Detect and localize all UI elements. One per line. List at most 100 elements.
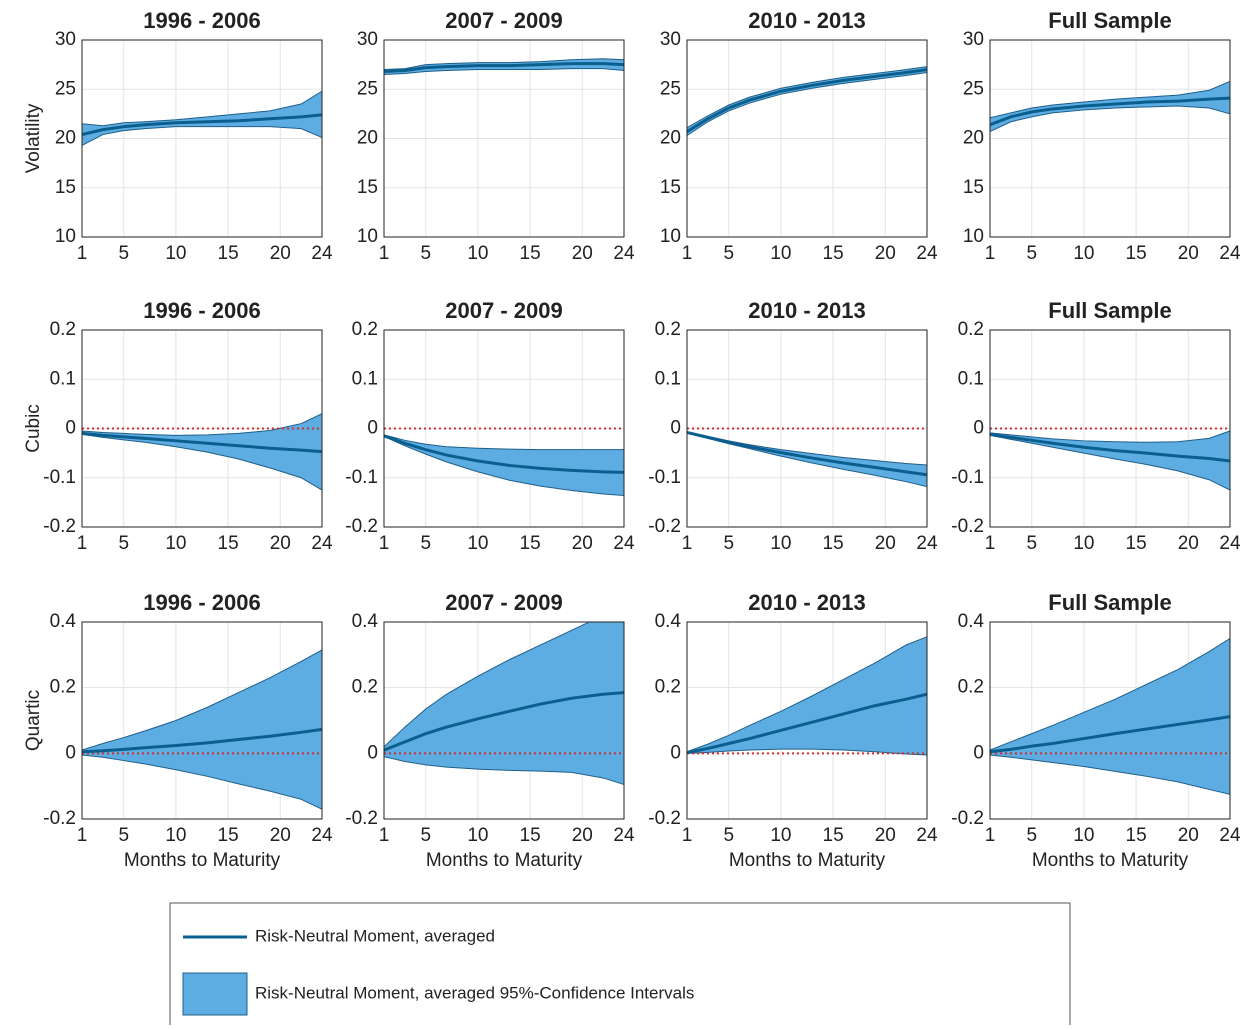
x-tick-label: 20 [572,825,593,846]
y-tick-label: 0 [670,742,681,763]
y-tick-label: 15 [55,177,76,198]
x-tick-label: 5 [118,825,129,846]
y-tick-label: 0 [65,742,76,763]
subplot-title: 2007 - 2009 [445,298,562,323]
x-tick-label: 5 [1026,533,1037,554]
y-tick-label: 10 [357,226,378,247]
y-tick-label: 0.1 [655,368,681,389]
y-tick-label: 20 [660,128,681,149]
y-tick-label: 30 [660,29,681,50]
axes-box [81,329,323,528]
y-tick-label: 0 [367,418,378,439]
x-tick-label: 15 [218,243,239,264]
x-tick-label: 24 [1219,825,1241,846]
x-tick-label: 24 [613,533,635,554]
x-tick-label: 10 [1073,533,1094,554]
x-tick-label: 5 [1026,825,1037,846]
x-tick-label: 15 [520,533,541,554]
y-tick-label: 0.2 [50,319,76,340]
plot-content [990,80,1230,133]
y-tick-label: 0.2 [958,319,984,340]
x-tick-label: 24 [613,243,635,264]
mean-line [990,96,1230,127]
y-tick-label: 30 [55,29,76,50]
x-tick-label: 15 [1126,825,1147,846]
x-tick-label: 24 [916,825,938,846]
x-tick-label: 1 [682,533,693,554]
y-tick-label: -0.2 [951,516,984,537]
mean-line [82,431,322,454]
y-tick-label: 0.2 [655,319,681,340]
x-tick-label: 24 [311,825,333,846]
x-axis-label: Months to Maturity [729,850,886,871]
mean-line [687,68,927,133]
x-tick-label: 1 [682,825,693,846]
plot-content [384,58,624,75]
y-tick-label: 30 [963,29,984,50]
y-tick-label: 0.1 [352,368,378,389]
subplot-title: Full Sample [1048,590,1171,615]
x-tick-label: 20 [1178,533,1199,554]
x-tick-label: 20 [270,533,291,554]
x-tick-label: 20 [875,533,896,554]
y-tick-label: 0.4 [50,611,77,632]
y-tick-label: 0.2 [655,677,681,698]
confidence-band [990,80,1230,133]
y-tick-label: -0.2 [43,516,76,537]
x-tick-label: 20 [572,243,593,264]
axes-box [989,39,1231,238]
y-tick-label: 15 [963,177,984,198]
x-tick-label: 20 [875,825,896,846]
mean-line [82,727,322,754]
plot-content [82,649,322,810]
x-tick-label: 10 [467,825,488,846]
y-tick-label: 10 [55,226,76,247]
y-axis-label: Cubic [23,404,44,453]
confidence-band [82,90,322,146]
y-tick-label: 25 [55,78,76,99]
mean-line [990,715,1230,754]
axes-box [81,39,323,238]
y-axis-label: Quartic [23,690,44,751]
x-tick-label: 20 [875,243,896,264]
x-axis-label: Months to Maturity [1032,850,1189,871]
subplot-title: Full Sample [1048,8,1171,33]
axes-box [686,621,928,820]
subplot-title: 1996 - 2006 [143,590,260,615]
x-tick-label: 20 [270,243,291,264]
x-tick-label: 1 [985,533,996,554]
mean-line [82,113,322,137]
x-axis-label: Months to Maturity [124,850,281,871]
x-tick-label: 10 [770,533,791,554]
x-tick-label: 24 [613,825,635,846]
mean-line [384,62,624,74]
confidence-band [384,622,624,786]
subplot-title: 2007 - 2009 [445,8,562,33]
x-tick-label: 5 [1026,243,1037,264]
y-tick-label: -0.2 [345,516,378,537]
x-tick-label: 5 [723,243,734,264]
y-tick-label: -0.2 [951,808,984,829]
x-tick-label: 1 [77,533,88,554]
legend-label: Risk-Neutral Moment, averaged [255,926,495,945]
x-tick-label: 20 [572,533,593,554]
x-tick-label: 15 [520,243,541,264]
x-tick-label: 10 [770,825,791,846]
mean-line [384,691,624,752]
mean-line [990,432,1230,463]
legend-box [169,902,1071,1030]
subplot-title: 1996 - 2006 [143,298,260,323]
y-tick-label: 0 [973,418,984,439]
y-tick-label: 0 [973,742,984,763]
x-tick-label: 10 [467,533,488,554]
plot-content [82,90,322,146]
x-tick-label: 1 [77,825,88,846]
subplot-title: 2010 - 2013 [748,8,865,33]
legend-label: Risk-Neutral Moment, averaged 95%-Confid… [255,983,694,1002]
x-tick-label: 10 [770,243,791,264]
x-tick-label: 20 [1178,825,1199,846]
